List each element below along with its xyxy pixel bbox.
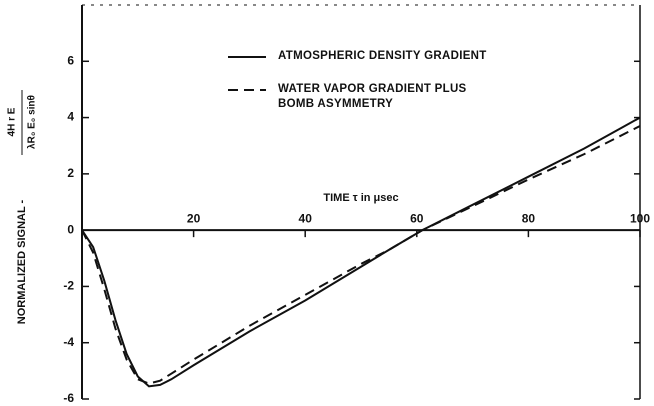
y-tick-label: 4: [67, 110, 74, 124]
y-label-group: NORMALIZED SIGNAL - 4H r E λR₀ E₀ sinθ: [7, 90, 38, 324]
y-tick-label: -4: [63, 335, 74, 349]
y-tick-label: -2: [63, 279, 74, 293]
x-tick-label: 80: [522, 211, 536, 225]
y-tick-label: 0: [67, 222, 74, 236]
x-tick-label: 40: [299, 211, 313, 225]
y-label-numerator: 4H r E: [7, 107, 18, 136]
series-line: [81, 116, 641, 388]
legend-label: ATMOSPHERIC DENSITY GRADIENT: [278, 50, 487, 62]
y-tick-label: 6: [67, 53, 74, 67]
x-tick-label: 20: [187, 211, 201, 225]
y-tick-label: -6: [63, 391, 74, 405]
legend-label: WATER VAPOR GRADIENT PLUS BOMB ASYMMETRY: [278, 83, 467, 110]
series-line: [81, 125, 641, 385]
x-tick-label: 100: [630, 211, 650, 225]
y-axis-label: NORMALIZED SIGNAL -: [16, 199, 28, 324]
y-label-denominator: λR₀ E₀ sinθ: [27, 95, 38, 149]
y-tick-label: 2: [67, 166, 74, 180]
x-axis-label: TIME τ in μsec: [323, 192, 398, 204]
x-tick-label: 60: [410, 211, 424, 225]
